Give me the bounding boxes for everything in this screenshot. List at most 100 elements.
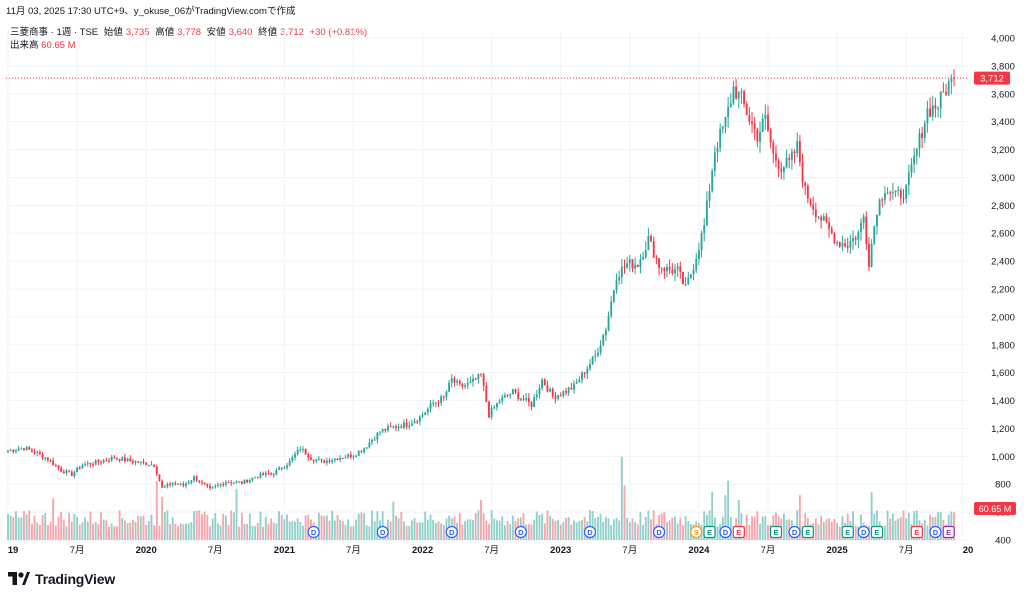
volume-bar: [201, 514, 203, 540]
candle-body: [7, 450, 9, 453]
candle-body: [565, 391, 567, 393]
candle-body: [379, 431, 381, 433]
candle-body: [453, 378, 456, 383]
time-tick-label: 7月: [761, 545, 776, 556]
volume-bar: [76, 516, 79, 540]
volume-bar: [288, 521, 291, 540]
volume-bar: [62, 519, 65, 540]
candle-body: [873, 226, 876, 244]
volume-bar: [169, 524, 172, 540]
volume-bar: [432, 519, 435, 540]
candle-body: [825, 216, 828, 223]
volume-bar: [907, 512, 910, 540]
candle-body: [790, 151, 793, 160]
volume-bar: [84, 517, 86, 540]
event-marker-dividend: [719, 525, 732, 539]
volume-bar: [644, 516, 647, 540]
volume-bar: [488, 524, 490, 540]
candle-body: [52, 460, 55, 466]
volume-bar: [116, 526, 118, 540]
candle-body: [854, 237, 857, 240]
volume-bar: [767, 524, 769, 540]
candle-body: [682, 271, 684, 285]
candle-body: [54, 465, 57, 467]
event-marker-earnings: [841, 525, 854, 539]
volume-bar: [118, 510, 121, 540]
volume-bar: [54, 525, 57, 540]
candle-body: [562, 391, 565, 396]
candle-body: [612, 290, 615, 302]
candle-body: [275, 469, 278, 475]
candle-body: [232, 482, 235, 484]
candle-body: [57, 465, 60, 469]
candle-body: [894, 190, 897, 193]
candle-body: [642, 256, 645, 259]
candle-body: [636, 265, 639, 268]
candle-body: [62, 471, 65, 474]
volume-bar: [623, 485, 626, 540]
candle-body: [506, 395, 509, 397]
candle-body: [187, 482, 190, 484]
volume-bar: [251, 525, 254, 540]
event-marker-letter: D: [311, 528, 317, 537]
symbol-label[interactable]: 三菱商事 · 1週 · TSE: [10, 27, 99, 38]
volume-bar: [583, 517, 586, 540]
candle-body: [503, 395, 506, 398]
volume-bar: [939, 512, 942, 540]
volume-bar: [166, 510, 169, 540]
volume-bar: [92, 523, 94, 540]
candle-body: [333, 458, 336, 461]
candle-body: [81, 465, 84, 469]
volume-bar: [68, 512, 71, 540]
event-marker-dividend: [514, 525, 527, 539]
volume-bar: [142, 515, 145, 540]
volume-bar: [403, 521, 405, 540]
open-label: 始値: [103, 27, 123, 38]
event-marker-letter: D: [380, 528, 386, 537]
volume-bar: [876, 510, 878, 540]
volume-bar: [235, 488, 238, 540]
event-marker-letter: D: [792, 528, 798, 537]
volume-bar: [852, 511, 854, 540]
volume-bar: [703, 511, 706, 540]
time-axis[interactable]: 19 7月 2020 7月 2021 7月 2022 7月 2023 7月 2024 7月 2025 7月…: [8, 545, 974, 556]
volume-bar: [163, 512, 166, 540]
candle-body: [28, 447, 31, 450]
volume-bar: [230, 510, 233, 540]
candle-body: [511, 389, 514, 395]
candle-body: [46, 457, 49, 461]
candle-body: [161, 480, 164, 488]
tradingview-logo[interactable]: TradingView: [8, 571, 115, 587]
candle-body: [485, 386, 488, 402]
candle-body: [501, 397, 504, 402]
candle-body: [522, 398, 525, 400]
candle-body: [256, 477, 259, 479]
price-axis[interactable]: 4,000 3,800 3,600 3,400 3,200 3,000 2,800 2,600…: [974, 34, 1016, 547]
candle-body: [209, 485, 211, 489]
volume-bar: [474, 513, 477, 540]
candle-body: [405, 422, 408, 427]
volume-bar: [12, 517, 15, 540]
volume-bar: [589, 510, 591, 540]
volume-bar: [530, 524, 533, 540]
volume-bar: [671, 517, 674, 540]
candle-body: [705, 200, 708, 226]
volume-bar: [434, 523, 437, 540]
candle-body: [695, 258, 698, 271]
volume-bar: [783, 513, 785, 540]
candle-body: [445, 391, 448, 397]
candle-body: [836, 242, 839, 244]
volume-bar: [349, 526, 352, 540]
candle-body: [551, 388, 554, 397]
event-marker-earnings: [703, 525, 716, 539]
volume-bar: [256, 523, 259, 540]
volume-bar: [44, 513, 47, 540]
volume-bar: [408, 525, 411, 540]
candle-body: [493, 407, 496, 409]
price-tick-label: 2,200: [991, 285, 1015, 296]
volume-bar: [291, 521, 294, 540]
volume-bar: [121, 518, 124, 540]
time-tick-label: 7月: [622, 545, 637, 556]
volume-bar: [94, 522, 97, 540]
